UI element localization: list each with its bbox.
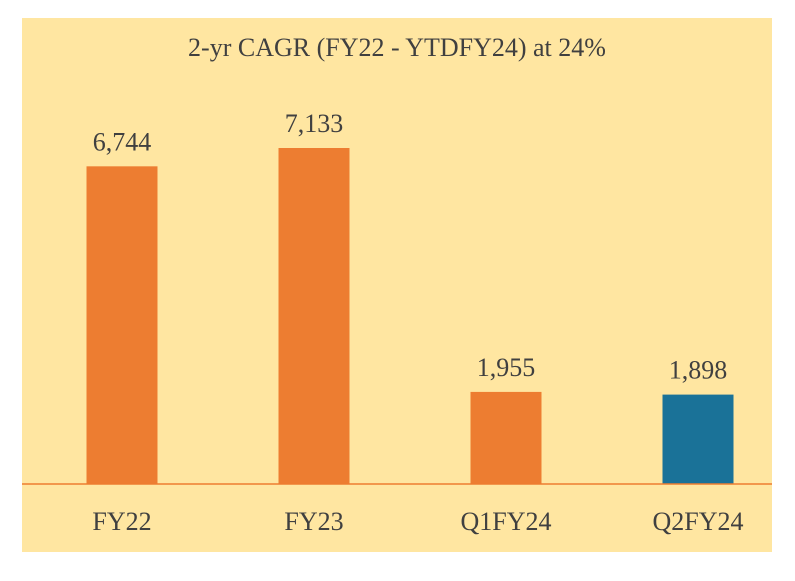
- x-tick-label: FY22: [92, 507, 151, 536]
- x-tick-label: FY23: [284, 507, 343, 536]
- data-label: 7,133: [285, 109, 344, 138]
- data-label: 6,744: [93, 127, 152, 156]
- bar: [86, 166, 158, 484]
- x-tick-label: Q2FY24: [652, 507, 743, 536]
- data-label: 1,898: [669, 356, 728, 385]
- bar: [470, 391, 542, 484]
- x-tick-label: Q1FY24: [460, 507, 551, 536]
- bar: [662, 394, 734, 484]
- chart-title: 2-yr CAGR (FY22 - YTDFY24) at 24%: [188, 33, 606, 62]
- bar: [278, 148, 350, 484]
- data-label: 1,955: [477, 353, 536, 382]
